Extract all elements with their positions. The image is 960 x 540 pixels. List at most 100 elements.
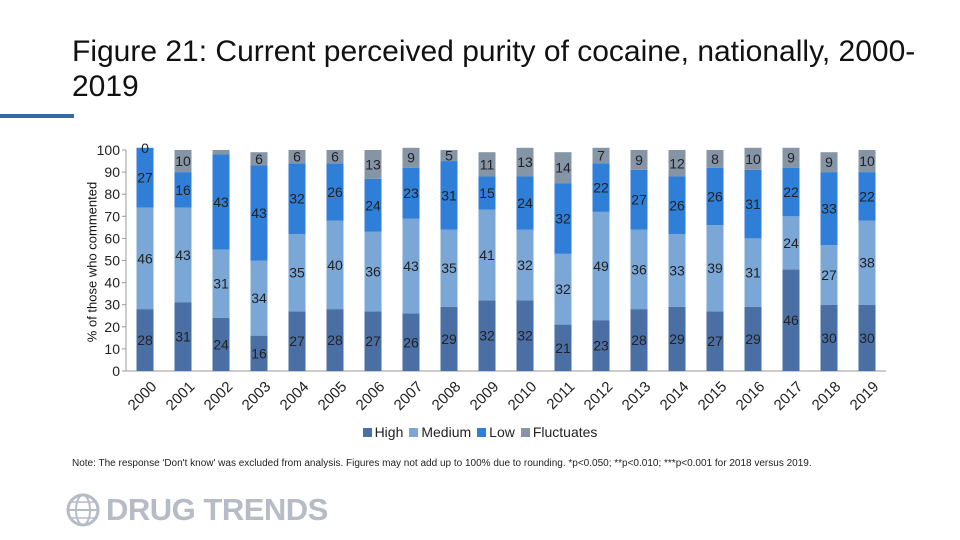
data-label: 26 [707, 188, 723, 204]
data-label: 29 [669, 331, 685, 347]
data-label: 31 [745, 265, 761, 281]
data-label: 31 [745, 196, 761, 212]
data-label: 43 [213, 194, 229, 210]
data-label: 38 [859, 255, 875, 271]
data-label: 22 [859, 188, 875, 204]
bar-segment-medium [364, 231, 382, 312]
bar-segment-low [478, 176, 496, 210]
bar-segment-low [250, 165, 268, 261]
data-label: 27 [821, 267, 837, 283]
data-label: 23 [403, 185, 419, 201]
x-tick-label: 2004 [277, 378, 313, 414]
data-label: 30 [821, 330, 837, 346]
bar-segment-high [402, 313, 420, 371]
bar-segment-medium [858, 220, 876, 305]
bar-segment-medium [174, 207, 192, 303]
bar-segment-low [212, 154, 230, 250]
data-label: 32 [555, 281, 571, 297]
bar-segment-high [516, 300, 534, 371]
bar-segment-high [858, 304, 876, 371]
bar-segment-high [364, 311, 382, 371]
bar-segment-high [250, 335, 268, 371]
bar-segment-fluctuates [364, 150, 382, 179]
y-tick-label: 100 [97, 142, 121, 158]
data-label: 33 [669, 262, 685, 278]
bar-segment-fluctuates [174, 150, 192, 173]
bar-segment-high [478, 300, 496, 371]
bar-segment-medium [402, 218, 420, 314]
y-tick-label: 60 [104, 230, 120, 246]
y-tick-label: 70 [104, 208, 120, 224]
bar-segment-low [326, 163, 344, 221]
data-label: 46 [783, 312, 799, 328]
data-label: 32 [555, 211, 571, 227]
data-label: 14 [555, 160, 571, 176]
legend-swatch [409, 428, 419, 437]
y-tick-label: 0 [112, 363, 120, 379]
drug-trends-logo: DRUG TRENDS [66, 490, 328, 530]
x-tick-label: 2012 [581, 378, 617, 414]
bar-segment-medium [288, 233, 306, 312]
bar-segment-medium [326, 220, 344, 310]
data-label: 27 [707, 333, 723, 349]
bar-segment-medium [136, 207, 154, 310]
x-tick-label: 2019 [847, 378, 883, 414]
y-tick-label: 90 [104, 164, 120, 180]
data-label: 22 [783, 184, 799, 200]
bar-segment-low [668, 176, 686, 234]
legend-item-medium: Medium [409, 424, 471, 440]
data-label: 35 [289, 265, 305, 281]
bar-segment-low [136, 147, 154, 208]
data-label: 8 [711, 151, 719, 167]
data-label: 0 [141, 140, 149, 156]
bar-segment-low [858, 172, 876, 221]
legend-label: High [374, 424, 404, 440]
stacked-bar-chart: 0 10 20 30 40 50 60 70 80 90 100 28 46 27 0 2000 31 43 16 1… [97, 140, 886, 414]
data-label: 26 [669, 197, 685, 213]
data-label: 9 [825, 154, 833, 170]
bar-segment-medium [820, 245, 838, 305]
bar-segment-fluctuates [516, 147, 534, 177]
bar-segment-medium [592, 211, 610, 321]
x-tick-label: 2018 [809, 378, 845, 414]
page-title: Figure 21: Current perceived purity of c… [72, 35, 916, 103]
bar-segment-low [744, 169, 762, 239]
x-tick-label: 2002 [201, 378, 237, 414]
legend-swatch [477, 428, 487, 437]
bar-segment-fluctuates [288, 150, 306, 164]
data-label: 32 [289, 191, 305, 207]
data-label: 32 [517, 257, 533, 273]
x-tick-label: 2014 [657, 378, 693, 414]
bar-segment-fluctuates [440, 150, 458, 162]
y-tick-label: 10 [104, 341, 120, 357]
x-tick-label: 2000 [125, 378, 161, 414]
bar-segment-fluctuates [858, 150, 876, 173]
bar-segment-low [440, 161, 458, 230]
data-label: 7 [597, 148, 605, 164]
data-label: 43 [251, 205, 267, 221]
data-label: 6 [255, 151, 263, 167]
y-tick-label: 20 [104, 319, 120, 335]
data-label: 28 [631, 332, 647, 348]
data-label: 13 [365, 156, 381, 172]
bar-segment-high [136, 309, 154, 371]
bar-segment-fluctuates [782, 147, 800, 168]
bar-segment-low [706, 167, 724, 226]
data-label: 29 [745, 331, 761, 347]
bar-segment-low [174, 172, 192, 208]
bar-segment-fluctuates [326, 150, 344, 164]
bar-segment-high [212, 317, 230, 371]
data-label: 5 [445, 148, 453, 164]
data-label: 10 [175, 153, 191, 169]
data-label: 24 [213, 336, 229, 352]
bar-segment-medium [516, 229, 534, 301]
data-label: 36 [365, 264, 381, 280]
bar-segment-high [630, 309, 648, 371]
data-label: 33 [821, 201, 837, 217]
data-label: 26 [403, 334, 419, 350]
bar-segment-fluctuates [706, 150, 724, 168]
legend-item-low: Low [477, 424, 515, 440]
bar-segment-medium [554, 253, 572, 325]
data-label: 10 [745, 151, 761, 167]
data-label: 9 [407, 150, 415, 166]
